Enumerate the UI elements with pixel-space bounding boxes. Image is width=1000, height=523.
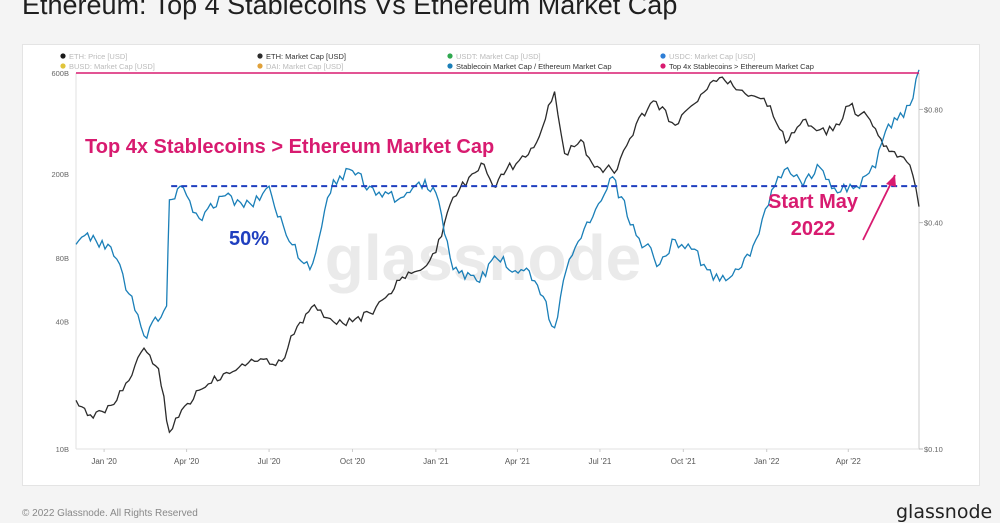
legend-item-label[interactable]: USDC: Market Cap [USD] (669, 52, 755, 61)
fifty-percent-label: 50% (229, 228, 269, 250)
legend-item-label[interactable]: DAI: Market Cap [USD] (266, 62, 344, 71)
copyright-text: © 2022 Glassnode. All Rights Reserved (22, 508, 198, 519)
eth-market-cap-line (75, 76, 920, 434)
x-tick-label: Apr '22 (836, 457, 862, 466)
legend-dot (257, 53, 263, 59)
x-tick-label: Jan '22 (754, 457, 780, 466)
legend[interactable]: ETH: Price [USD] ETH: Market Cap [USD] USD… (60, 52, 814, 71)
legend-dot (447, 53, 453, 59)
legend-item-label[interactable]: Stablecoin Market Cap / Ethereum Market … (456, 62, 612, 71)
left-tick-label: 80B (56, 254, 69, 263)
left-tick-label: 40B (56, 318, 69, 327)
chart-panel: ETH: Price [USD] ETH: Market Cap [USD] USD… (22, 44, 980, 486)
legend-dot (60, 53, 66, 59)
legend-item-label[interactable]: USDT: Market Cap [USD] (456, 52, 541, 61)
right-axis-ticks: $0.10 $0.40 $0.80 (919, 105, 943, 454)
x-tick-label: Jul '21 (588, 457, 611, 466)
legend-item-label[interactable]: ETH: Price [USD] (69, 52, 127, 61)
start-may-label-line1: Start May (768, 191, 859, 213)
legend-item-label[interactable]: Top 4x Stablecoins > Ethereum Market Cap (669, 62, 814, 71)
start-may-arrow-shaft (862, 174, 896, 241)
x-tick-label: Apr '21 (505, 457, 531, 466)
x-tick-label: Jul '20 (258, 457, 281, 466)
x-axis-ticks: Jan '20 Apr '20 Jul '20 Oct '20 Jan '21 Apr '… (91, 449, 861, 466)
legend-dot (447, 63, 453, 69)
legend-dot (660, 63, 666, 69)
right-tick-label: $0.10 (924, 445, 943, 454)
right-tick-label: $0.80 (924, 105, 943, 114)
left-tick-label: 200B (51, 170, 69, 179)
left-axis-ticks: 10B 40B 80B 200B 600B (51, 69, 69, 454)
series-layer (75, 69, 920, 434)
legend-dot (257, 63, 263, 69)
plot-background (76, 73, 919, 449)
left-tick-label: 10B (56, 445, 69, 454)
legend-dot (60, 63, 66, 69)
x-tick-label: Jan '21 (423, 457, 449, 466)
x-tick-label: Jan '20 (91, 457, 117, 466)
legend-dot (660, 53, 666, 59)
page-title: Ethereum: Top 4 Stablecoins Vs Ethereum … (22, 0, 678, 20)
brand-logo-text: glassnode (896, 501, 993, 523)
x-tick-label: Apr '20 (174, 457, 200, 466)
legend-item-label[interactable]: BUSD: Market Cap [USD] (69, 62, 155, 71)
left-tick-label: 600B (51, 69, 69, 78)
x-tick-label: Oct '20 (340, 457, 366, 466)
parity-annotation-label: Top 4x Stablecoins > Ethereum Market Cap (85, 136, 494, 158)
start-may-arrow-head (886, 175, 896, 187)
start-may-label-line2: 2022 (791, 218, 836, 240)
plot-area: glassnode (75, 73, 920, 450)
watermark-text: glassnode (325, 222, 642, 294)
legend-item-label[interactable]: ETH: Market Cap [USD] (266, 52, 346, 61)
annotation-layer: Top 4x Stablecoins > Ethereum Market Cap… (85, 136, 896, 250)
x-tick-label: Oct '21 (671, 457, 697, 466)
chart-svg: ETH: Price [USD] ETH: Market Cap [USD] USD… (51, 52, 943, 466)
right-tick-label: $0.40 (924, 219, 943, 228)
